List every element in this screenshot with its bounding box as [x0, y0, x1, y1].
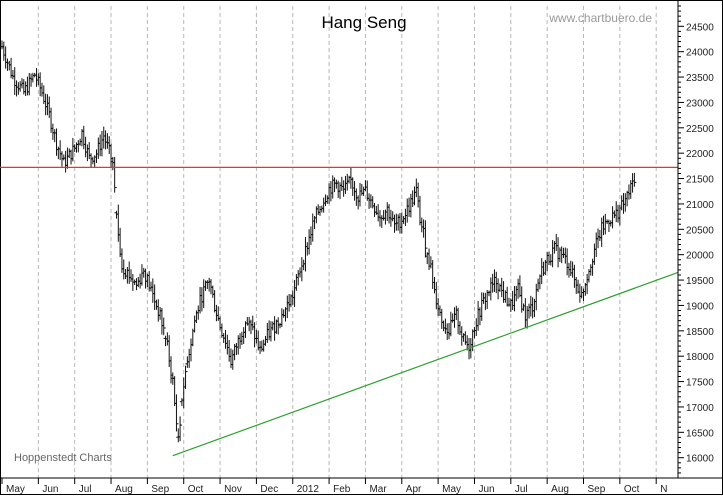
price-bar [178, 416, 183, 442]
price-bar [183, 365, 188, 389]
y-tick-label: 24000 [686, 48, 714, 59]
y-tick-label: 22500 [686, 124, 714, 135]
grid-layer [37, 6, 657, 478]
x-tick-label: Jul [515, 484, 528, 495]
support-trend-line [172, 271, 679, 457]
x-tick-label: Aug [115, 484, 133, 495]
price-bar [632, 172, 637, 187]
price-bars-layer [0, 40, 637, 443]
x-tick-label: May [442, 484, 461, 495]
y-tick-label: 19500 [686, 276, 714, 287]
y-tick-label: 17000 [686, 403, 714, 414]
y-tick-label: 18000 [686, 352, 714, 363]
y-tick-label: 16500 [686, 428, 714, 439]
x-tick-label: Jun [42, 484, 58, 495]
x-tick-label: Sep [151, 484, 169, 495]
x-tick-label: N [660, 484, 667, 495]
x-tick-label: Dec [260, 484, 278, 495]
y-tick-label: 18500 [686, 327, 714, 338]
x-tick-label: May [6, 484, 25, 495]
x-tick-label: Jun [478, 484, 494, 495]
y-tick-label: 21000 [686, 200, 714, 211]
price-bar [161, 317, 166, 336]
x-tick-label: Apr [406, 484, 422, 495]
x-tick-label: Sep [588, 484, 606, 495]
trend-lines-layer [0, 166, 679, 457]
y-tick-label: 24500 [686, 22, 714, 33]
x-tick-label: Feb [333, 484, 351, 495]
price-bar [174, 394, 179, 432]
y-tick-label: 17500 [686, 378, 714, 389]
x-tick-label: Jul [79, 484, 92, 495]
x-tick-label: Mar [369, 484, 387, 495]
y-tick-label: 23000 [686, 98, 714, 109]
y-tick-label: 22000 [686, 149, 714, 160]
x-tick-label: Oct [624, 484, 640, 495]
y-tick-label: 19000 [686, 301, 714, 312]
y-tick-label: 20000 [686, 251, 714, 262]
price-bar [423, 220, 428, 258]
x-tick-label: Oct [188, 484, 204, 495]
x-tick-label: 2012 [297, 484, 320, 495]
chart-title: Hang Seng [321, 13, 406, 32]
source-label: Hoppenstedt Charts [14, 452, 112, 464]
y-tick-label: 20500 [686, 225, 714, 236]
watermark-text: www.chartbuero.de [548, 11, 652, 25]
x-tick-label: Aug [551, 484, 569, 495]
price-bar [112, 157, 117, 193]
y-tick-label: 16000 [686, 454, 714, 465]
y-tick-label: 21500 [686, 175, 714, 186]
x-tick-label: Nov [224, 484, 242, 495]
y-tick-label: 23500 [686, 73, 714, 84]
